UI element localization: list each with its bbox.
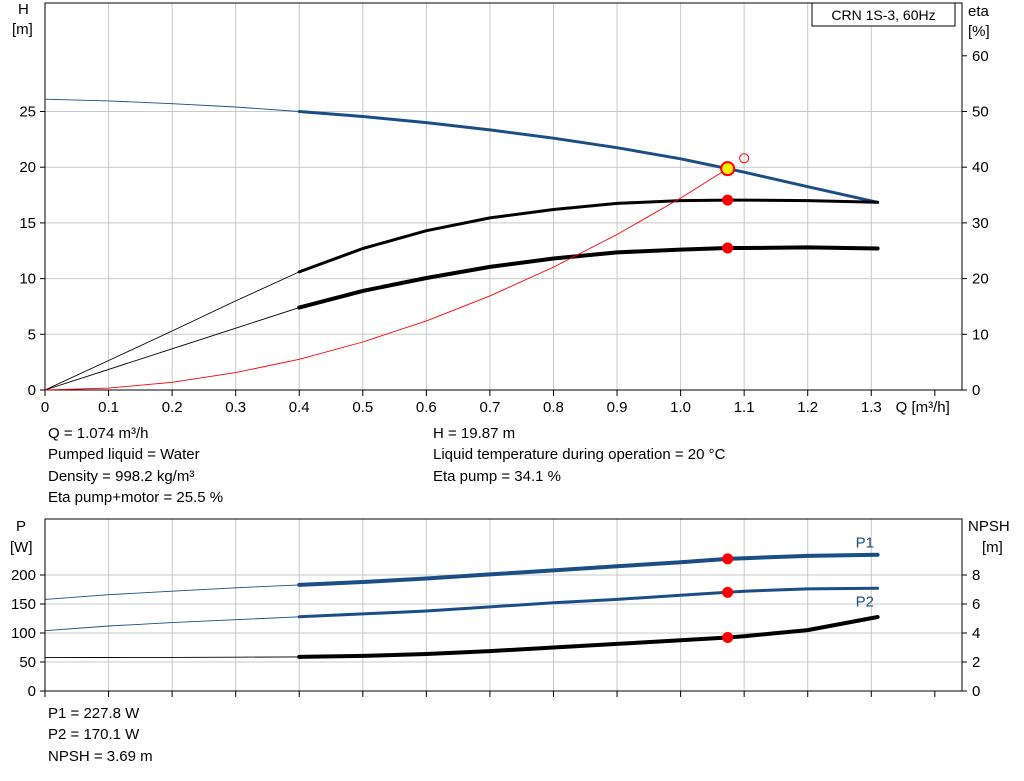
info-top-left: Q = 1.074 m³/h Pumped liquid = Water Den…	[48, 423, 223, 508]
y-right-title-unit: [m]	[982, 539, 1003, 556]
series-eta_pump-line-operating	[297, 198, 880, 274]
series-P2-line-operating	[297, 586, 880, 619]
series-label-P2: P2	[856, 593, 874, 610]
info-line: Q = 1.074 m³/h	[48, 425, 149, 442]
panel-power	[40, 518, 967, 697]
plot-frame	[44, 2, 963, 391]
duty-point-marker	[722, 194, 734, 206]
info-line: Liquid temperature during operation = 20…	[433, 446, 726, 464]
y-left-tick-label: 0	[28, 382, 36, 399]
info-bottom: P1 = 227.8 W P2 = 170.1 W NPSH = 3.69 m	[48, 703, 153, 767]
x-tick-label: 1.0	[670, 399, 691, 416]
y-right-tick-label: 0	[972, 382, 980, 399]
x-tick-label: 1.2	[797, 399, 818, 416]
x-tick-label: 0.1	[98, 399, 119, 416]
panel-performance	[40, 2, 967, 396]
y-right-tick-label: 40	[972, 159, 989, 176]
x-tick-label: 1.1	[734, 399, 755, 416]
y-right-tick-label: 20	[972, 271, 989, 288]
y-right-tick-label: 10	[972, 326, 989, 343]
series-P1-line	[44, 584, 300, 600]
info-line: H = 19.87 m	[433, 425, 516, 442]
y-right-tick-label: 2	[972, 654, 980, 671]
x-tick-label: 0.7	[479, 399, 500, 416]
series-eta_pump_motor-line	[44, 307, 300, 391]
y-right-tick-label: 30	[972, 215, 989, 232]
info-line: Eta pump = 34.1 %	[433, 467, 561, 485]
y-left-tick-label: 10	[19, 271, 36, 288]
series-eta_pump-line	[44, 271, 300, 391]
x-tick-label: 0.2	[162, 399, 183, 416]
series-P2-line	[44, 616, 300, 632]
series-NPSH-line-operating	[297, 615, 880, 659]
series-system-line	[44, 168, 728, 391]
series-label-P1: P1	[856, 535, 874, 552]
x-axis-title: Q [m³/h]	[896, 399, 950, 416]
open-point-marker	[739, 153, 750, 164]
series-NPSH-line	[44, 656, 300, 659]
x-tick-label: 0.5	[352, 399, 373, 416]
y-left-title-unit: [m]	[12, 21, 33, 38]
y-left-tick-label: 200	[11, 567, 36, 584]
y-right-title-unit: [%]	[968, 23, 990, 40]
y-right-tick-label: 0	[972, 683, 980, 700]
y-right-tick-label: 50	[972, 104, 989, 121]
y-left-title: H	[18, 1, 29, 18]
duty-point-marker	[722, 631, 734, 643]
x-tick-label: 1.3	[861, 399, 882, 416]
y-right-tick-label: 6	[972, 596, 980, 613]
y-left-tick-label: 150	[11, 596, 36, 613]
duty-point-marker	[722, 586, 734, 598]
info-line: P2 = 170.1 W	[48, 726, 140, 744]
y-right-tick-label: 4	[972, 625, 980, 642]
y-left-tick-label: 20	[19, 159, 36, 176]
duty-point-marker	[722, 242, 734, 254]
plot-frame	[44, 518, 963, 692]
y-left-tick-label: 100	[11, 625, 36, 642]
y-left-title-unit: [W]	[10, 539, 33, 556]
x-tick-label: 0.8	[543, 399, 564, 416]
y-right-title: eta	[968, 3, 990, 20]
series-P1-line-operating	[297, 552, 880, 587]
y-left-tick-label: 50	[19, 654, 36, 671]
y-left-tick-label: 15	[19, 215, 36, 232]
y-left-tick-label: 5	[28, 326, 36, 343]
y-left-tick-label: 0	[28, 683, 36, 700]
series-H-line-operating	[297, 110, 880, 204]
y-right-title: NPSH	[968, 518, 1010, 535]
x-tick-label: 0.6	[416, 399, 437, 416]
info-line: Eta pump+motor = 25.5 %	[48, 488, 224, 506]
info-top-right: H = 19.87 m Liquid temperature during op…	[433, 423, 725, 487]
model-label: CRN 1S-3, 60Hz	[831, 7, 935, 23]
y-left-title: P	[16, 518, 26, 535]
info-line: Pumped liquid = Water	[48, 446, 200, 464]
model-label-box	[811, 2, 956, 27]
series-H-line	[44, 98, 300, 112]
info-line: NPSH = 3.69 m	[48, 747, 153, 765]
y-left-tick-label: 25	[19, 104, 36, 121]
x-tick-label: 0	[41, 399, 49, 416]
info-line: P1 = 227.8 W	[48, 705, 140, 722]
duty-point-marker	[722, 553, 734, 565]
y-right-tick-label: 60	[972, 48, 989, 65]
series-eta_pump_motor-line-operating	[297, 245, 880, 310]
x-tick-label: 0.4	[289, 399, 310, 416]
y-right-tick-label: 8	[972, 567, 980, 584]
duty-point-marker	[720, 161, 736, 177]
x-tick-label: 0.9	[607, 399, 628, 416]
x-tick-label: 0.3	[225, 399, 246, 416]
info-line: Density = 998.2 kg/m³	[48, 467, 195, 485]
